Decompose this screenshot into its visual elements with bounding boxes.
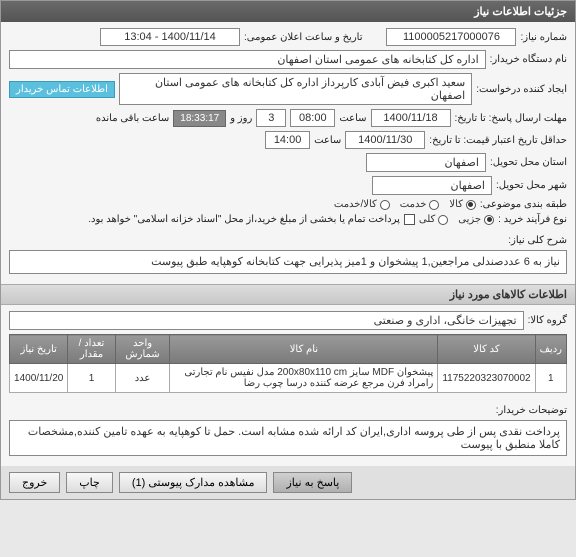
remaining-label: ساعت باقی مانده [96,113,169,124]
cell-date: 1400/11/20 [10,364,68,393]
radio-partial[interactable]: جزیی [458,214,494,225]
radio-full[interactable]: کلی [419,214,448,225]
radio-service[interactable]: خدمت [400,199,440,210]
radio-dot-icon [484,215,494,225]
day-label: روز و [230,113,252,124]
cell-name: پیشخوان MDF سایز 200x80x110 cm مدل نفیس … [170,364,438,393]
th-idx: ردیف [535,335,566,364]
days-remaining-field: 3 [256,109,286,127]
public-announce-label: تاریخ و ساعت اعلان عمومی: [244,32,363,43]
city2-label: شهر محل تحویل: [496,180,567,191]
print-button[interactable]: چاپ [66,472,113,493]
validity-date-field: 1400/11/30 [345,131,425,149]
summary-text: نیاز به 6 عددصندلی مراجعین,1 پیشخوان و 1… [9,250,567,274]
buyer-notes-label: توضیحات خریدار: [496,401,567,416]
th-qty: تعداد / مقدار [68,335,115,364]
goods-group-field: تجهیزات خانگی، اداری و صنعتی [9,311,524,330]
buyer-notes-text: پرداخت نقدی پس از طی پروسه اداری,ایران ک… [9,420,567,456]
city-label: استان محل تحویل: [490,157,567,168]
city-field: اصفهان [366,153,486,172]
validity-time-field: 14:00 [265,131,310,149]
radio-dot-icon [438,215,448,225]
radio-dot-icon [429,200,439,210]
category-label: طبقه بندی موضوعی: [480,199,567,210]
response-time-field: 08:00 [290,109,335,127]
radio-dot-icon [466,200,476,210]
cell-idx: 1 [535,364,566,393]
reply-button[interactable]: پاسخ به نیاز [273,472,352,493]
radio-dot-icon [380,200,390,210]
city2-field: اصفهان [372,176,492,195]
remaining-time-field: 18:33:17 [173,110,226,127]
goods-table: ردیف کد کالا نام کالا واحد شمارش تعداد /… [9,334,567,393]
contact-info-button[interactable]: اطلاعات تماس خریدار [9,81,115,98]
radio-both[interactable]: کالا/خدمت [334,199,390,210]
buyer-name-field: اداره کل کتابخانه های عمومی استان اصفهان [9,50,486,69]
purchase-type-label: نوع فرآیند خرید : [498,214,567,225]
th-name: نام کالا [170,335,438,364]
th-date: تاریخ نیاز [10,335,68,364]
purchase-note: پرداخت تمام یا بخشی از مبلغ خرید،از محل … [88,214,400,225]
summary-label: شرح کلی نیاز: [508,231,567,246]
th-unit: واحد شمارش [115,335,170,364]
public-announce-field: 1400/11/14 - 13:04 [100,28,240,46]
radio-goods[interactable]: کالا [449,199,476,210]
attachments-button[interactable]: مشاهده مدارک پیوستی (1) [119,472,268,493]
time-label-1: ساعت [339,113,366,124]
creator-field: سعید اکبری فیض آبادی کارپرداز اداره کل ک… [119,73,472,105]
buyer-name-label: نام دستگاه خریدار: [490,54,567,65]
creator-label: ایجاد کننده درخواست: [476,84,567,95]
th-code: کد کالا [438,335,535,364]
response-date-field: 1400/11/18 [371,109,451,127]
goods-section-header: اطلاعات کالاهای مورد نیاز [1,284,575,305]
panel-title: جزئیات اطلاعات نیاز [1,1,575,22]
time-label-2: ساعت [314,135,341,146]
validity-label: حداقل تاریخ اعتبار قیمت: تا تاریخ: [429,135,567,146]
goods-group-label: گروه کالا: [528,315,567,326]
cell-qty: 1 [68,364,115,393]
response-deadline-label: مهلت ارسال پاسخ: تا تاریخ: [455,113,567,124]
cell-unit: عدد [115,364,170,393]
exit-button[interactable]: خروج [9,472,60,493]
table-row[interactable]: 1 1175220323070002 پیشخوان MDF سایز 200x… [10,364,567,393]
need-number-field: 1100005217000076 [386,28,516,46]
cell-code: 1175220323070002 [438,364,535,393]
need-number-label: شماره نیاز: [520,32,567,43]
payment-checkbox[interactable] [404,214,415,225]
